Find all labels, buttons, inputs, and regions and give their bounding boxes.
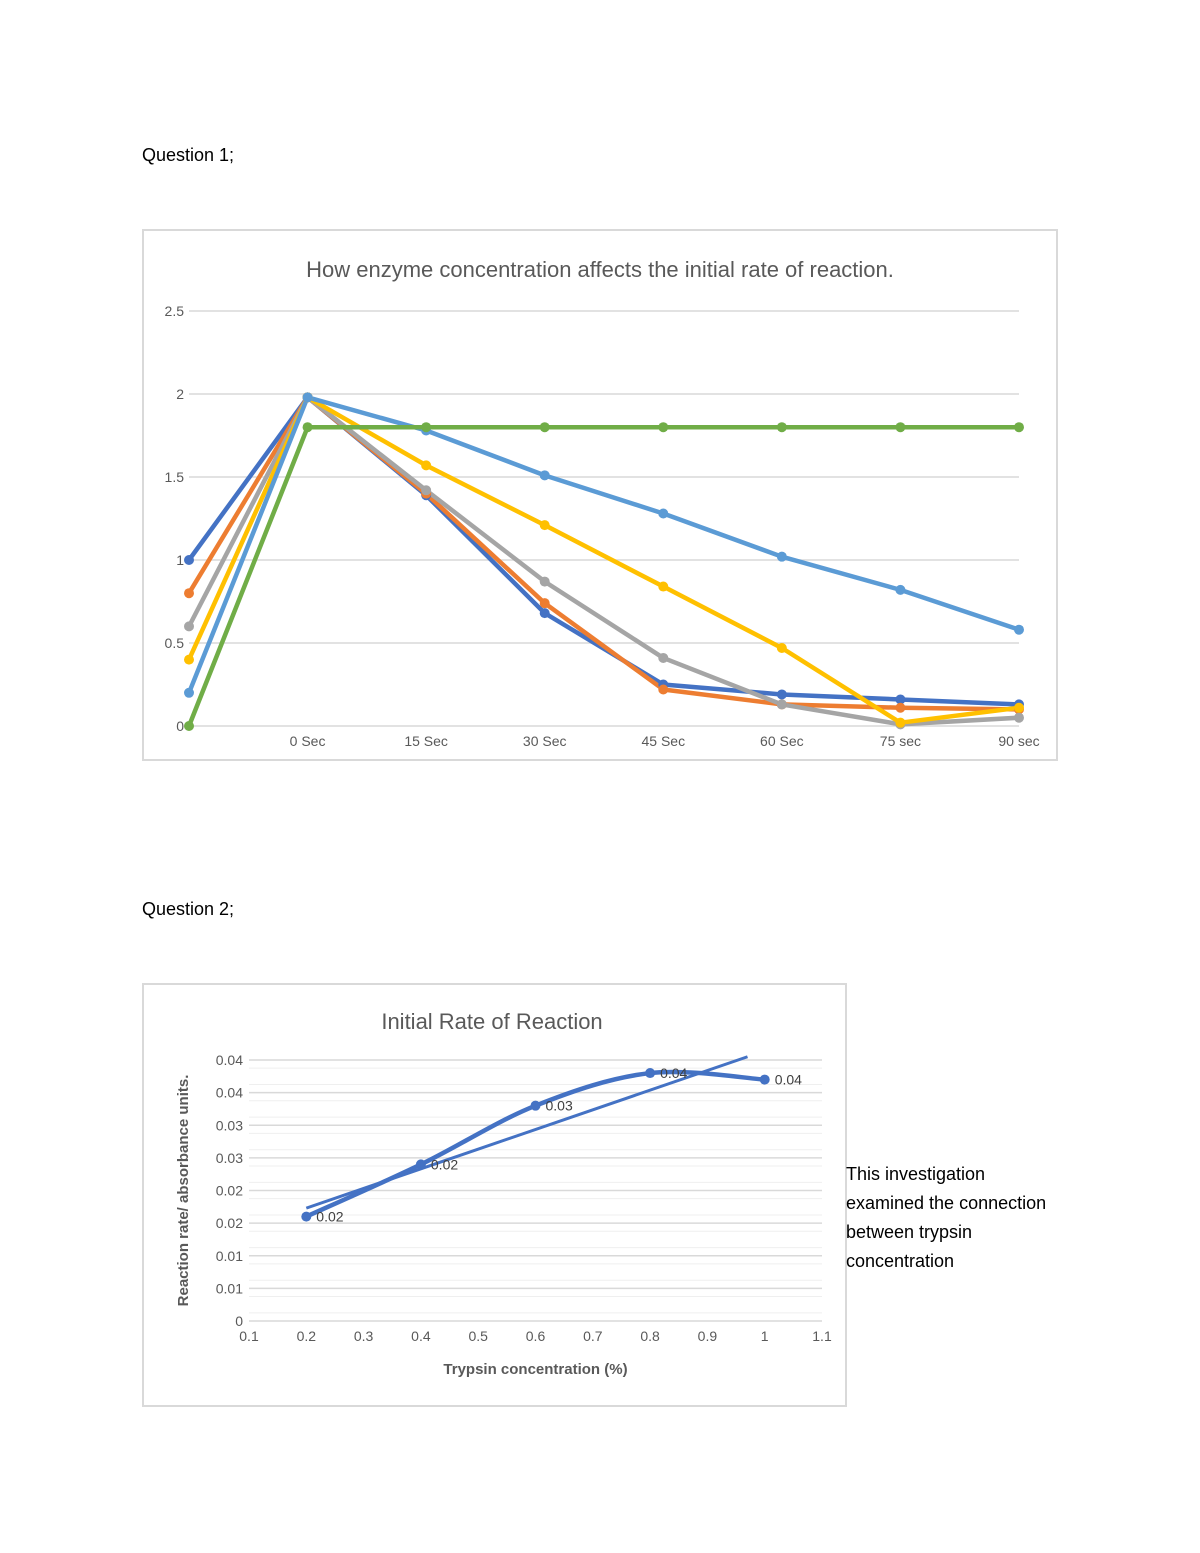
data-point (895, 694, 906, 705)
data-label: 0.04 (775, 1072, 802, 1088)
data-point (658, 652, 669, 663)
data-point (658, 684, 669, 695)
data-point (421, 460, 432, 471)
x-tick-label: 0.5 (468, 1328, 488, 1344)
chart-2-svg: Initial Rate of Reaction 0 0.01 0.01 0.02 0.0… (175, 1009, 832, 1378)
data-point (1014, 422, 1024, 433)
data-point (184, 687, 194, 698)
y-tick-label: 0.01 (216, 1248, 243, 1264)
x-tick-label: 0 Sec (290, 733, 326, 749)
data-point (184, 654, 194, 665)
series-line (186, 395, 1020, 725)
data-point (658, 581, 669, 592)
data-point (302, 422, 313, 433)
data-point (184, 621, 194, 632)
x-tick-label: 60 Sec (760, 733, 804, 749)
data-point (539, 422, 550, 433)
y-tick-label: 2 (176, 386, 184, 402)
data-point (1014, 624, 1024, 635)
data-label: 0.02 (316, 1209, 343, 1225)
data-point (1014, 712, 1024, 723)
series-curve (305, 1069, 765, 1219)
data-point (539, 470, 550, 481)
side-note: This investigation examined the connecti… (846, 1164, 1047, 1271)
y-tick-label: 0 (235, 1313, 243, 1329)
y-tick-label: 0.01 (216, 1280, 243, 1296)
data-point (895, 717, 906, 728)
x-tick-label: 0.2 (297, 1328, 317, 1344)
data-point (302, 392, 313, 403)
y-tick-label: 0.03 (216, 1150, 243, 1166)
y-tick-label: 0 (176, 718, 184, 734)
y-tick-label: 0.5 (165, 635, 185, 651)
data-point (658, 422, 669, 433)
y-axis-title: Reaction rate/ absorbance units. (175, 1075, 192, 1307)
data-point (776, 422, 787, 433)
chart-1-svg: How enzyme concentration affects the ini… (165, 257, 1040, 749)
data-label: 0.02 (431, 1156, 458, 1172)
x-tick-label: 0.1 (239, 1328, 259, 1344)
data-point (539, 520, 550, 531)
x-axis-title: Trypsin concentration (%) (443, 1361, 627, 1378)
x-tick-label: 45 Sec (641, 733, 685, 749)
y-tick-label: 0.04 (216, 1085, 243, 1101)
series-line (186, 395, 1020, 694)
y-tick-label: 0.04 (216, 1052, 243, 1068)
x-tick-label: 0.4 (411, 1328, 431, 1344)
initial-rate-chart: Initial Rate of Reaction 0 0.01 0.01 0.02 0.0… (142, 983, 847, 1407)
series-line (187, 395, 1020, 707)
x-tick-label: 75 sec (880, 733, 921, 749)
x-tick-label: 0.6 (526, 1328, 546, 1344)
data-point (539, 598, 550, 609)
question-2-label: Question 2; (142, 899, 235, 919)
data-point (895, 702, 906, 713)
x-tick-label: 1.1 (812, 1328, 832, 1344)
data-point (776, 642, 787, 653)
data-point (895, 422, 906, 433)
y-tick-label: 0.02 (216, 1215, 243, 1231)
series-line (186, 424, 1019, 727)
x-tick-label: 0.9 (698, 1328, 718, 1344)
data-point (776, 551, 787, 562)
data-point (895, 584, 906, 595)
data-point (530, 1100, 541, 1111)
data-point (658, 508, 669, 519)
x-tick-label: 1 (761, 1328, 769, 1344)
x-tick-label: 0.3 (354, 1328, 374, 1344)
x-tick-label: 30 Sec (523, 733, 567, 749)
data-point (539, 608, 550, 619)
series-line (187, 395, 1020, 727)
data-label: 0.03 (546, 1098, 573, 1114)
chart-title: How enzyme concentration affects the ini… (306, 257, 894, 282)
data-point (421, 485, 432, 496)
data-point (184, 555, 194, 565)
data-point (415, 1159, 426, 1170)
data-point (1014, 702, 1024, 713)
chart-title: Initial Rate of Reaction (381, 1009, 602, 1034)
x-tick-label: 90 sec (998, 733, 1039, 749)
data-point (776, 689, 787, 700)
data-point (776, 699, 787, 710)
y-tick-label: 1 (176, 552, 184, 568)
y-tick-label: 2.5 (165, 303, 185, 319)
data-label: 0.04 (660, 1065, 687, 1081)
y-tick-label: 1.5 (165, 469, 185, 485)
y-tick-label: 0.02 (216, 1183, 243, 1199)
enzyme-concentration-chart: How enzyme concentration affects the ini… (142, 229, 1058, 761)
data-point (421, 422, 432, 433)
x-tick-label: 15 Sec (404, 733, 448, 749)
data-point (184, 721, 194, 731)
x-tick-label: 0.7 (583, 1328, 603, 1344)
x-tick-label: 0.8 (640, 1328, 660, 1344)
data-point (184, 588, 194, 599)
data-point (301, 1211, 312, 1222)
question-1-label: Question 1; (142, 145, 235, 165)
data-point (759, 1074, 770, 1085)
trendline (305, 1055, 748, 1210)
data-point (539, 576, 550, 587)
data-point (645, 1068, 656, 1079)
y-tick-label: 0.03 (216, 1117, 243, 1133)
